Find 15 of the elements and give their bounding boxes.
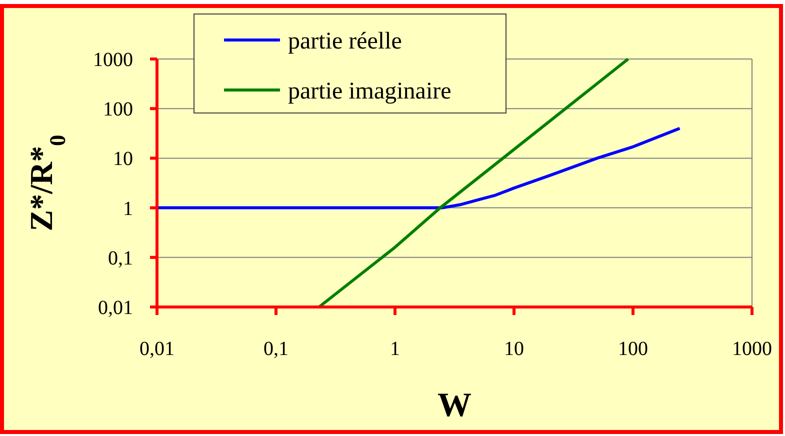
x-tick-label: 0,01: [140, 338, 174, 360]
y-tick-label: 1000: [93, 49, 133, 71]
x-tick-label: 10: [504, 338, 524, 360]
x-axis-title: W: [438, 387, 472, 424]
x-tick-label: 100: [618, 338, 648, 360]
y-tick-label: 10: [113, 148, 133, 170]
y-tick-label: 1: [123, 198, 133, 220]
legend-label: partie réelle: [288, 28, 402, 54]
y-tick-label: 0,01: [98, 297, 133, 319]
y-tick-label: 0,1: [108, 247, 133, 270]
x-tick-label: 0,1: [264, 338, 288, 360]
legend-label: partie imaginaire: [288, 78, 452, 104]
y-tick-label: 100: [103, 98, 133, 121]
x-tick-label: 1: [390, 338, 400, 360]
x-tick-label: 1000: [732, 338, 772, 360]
